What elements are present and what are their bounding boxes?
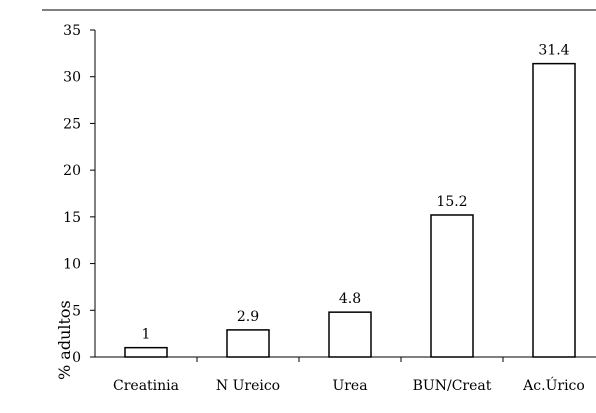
data-labels: 1 2.9 4.8 15.2 31.4	[142, 43, 570, 343]
x-tick-label: Urea	[332, 378, 367, 394]
x-axis-ticks	[196, 357, 504, 362]
y-tick-label: 15	[63, 210, 81, 226]
x-tick-label: BUN/Creat	[413, 378, 492, 394]
bar	[328, 311, 372, 358]
bar-series	[124, 62, 576, 358]
data-label: 1	[142, 327, 151, 343]
x-tick-label: N Ureico	[216, 378, 280, 394]
y-axis-label: % adultos	[55, 300, 74, 380]
x-axis-tick-labels: Creatinia N Ureico Urea BUN/Creat Ac.Úrico	[113, 376, 585, 394]
y-tick-label: 30	[63, 70, 81, 86]
y-tick-label: 5	[72, 303, 81, 319]
x-tick-label: Creatinia	[113, 378, 179, 394]
bar	[430, 214, 474, 358]
data-label: 4.8	[339, 291, 361, 307]
y-tick-label: 35	[63, 23, 81, 39]
y-tick-label: 25	[63, 116, 81, 132]
data-label: 15.2	[436, 194, 467, 210]
y-tick-label: 20	[63, 163, 81, 179]
bar	[532, 62, 576, 358]
bar	[124, 346, 168, 358]
data-label: 2.9	[237, 309, 259, 325]
x-tick-label: Ac.Úrico	[522, 376, 585, 394]
bar	[226, 329, 270, 358]
y-axis-ticks: 0 5 10 15 20 25 30 35	[63, 23, 95, 366]
y-tick-label: 0	[72, 350, 81, 366]
data-label: 31.4	[538, 43, 569, 59]
y-tick-label: 10	[63, 257, 81, 273]
